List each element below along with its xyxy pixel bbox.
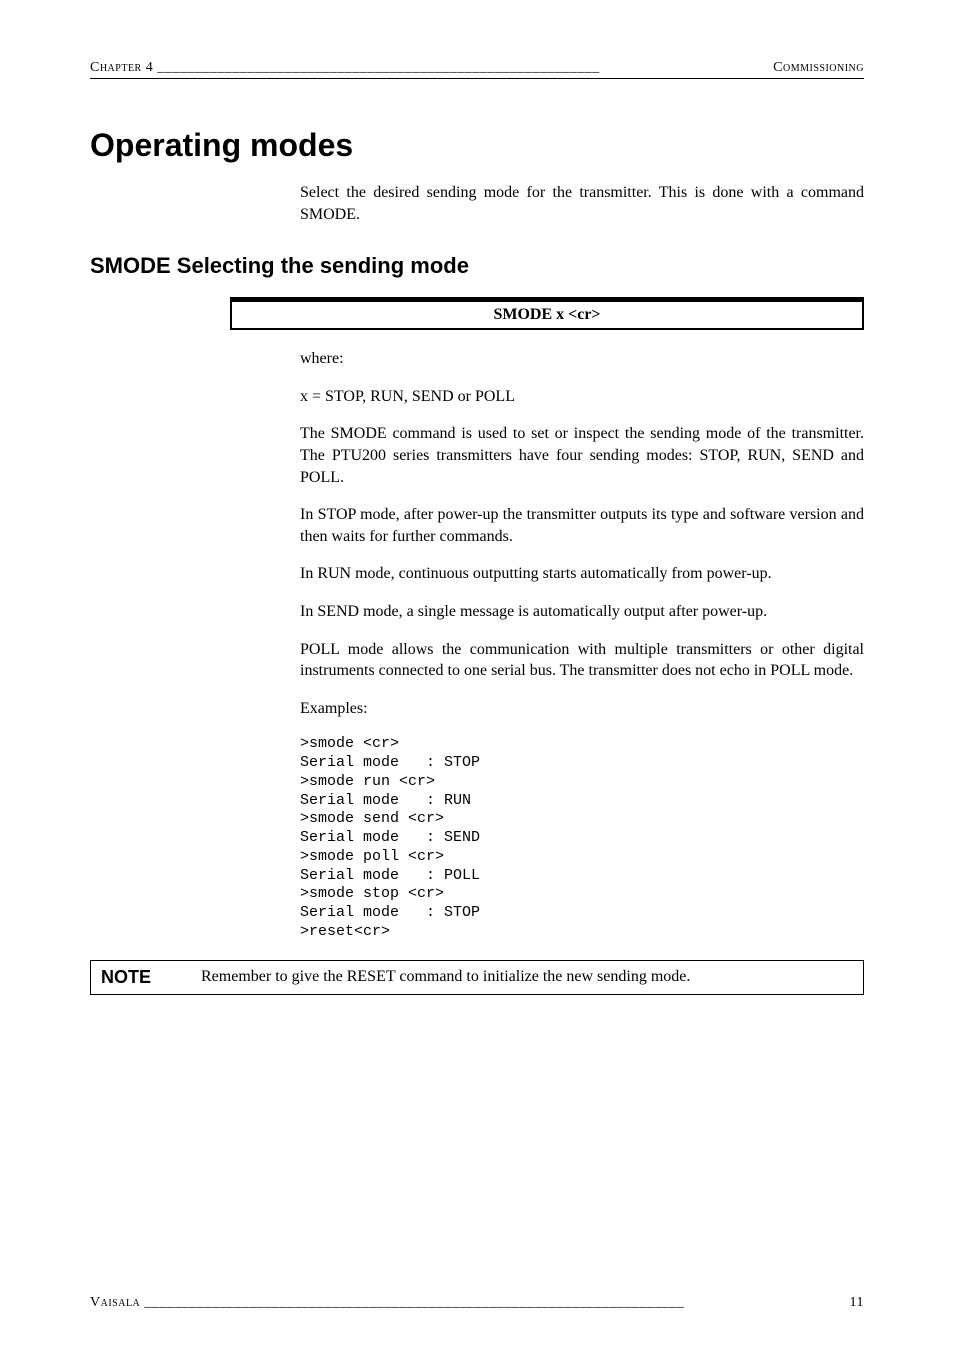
para-smode-desc: The SMODE command is used to set or insp… bbox=[300, 423, 864, 488]
code-example: >smode <cr> Serial mode : STOP >smode ru… bbox=[300, 735, 864, 941]
header-right: Commissioning bbox=[773, 60, 864, 76]
note-text: Remember to give the RESET command to in… bbox=[201, 967, 853, 988]
page-header: Chapter 4 ______________________________… bbox=[90, 60, 864, 79]
page: Chapter 4 ______________________________… bbox=[0, 0, 954, 1351]
footer-left: Vaisala ________________________________… bbox=[90, 1295, 684, 1311]
para-send-mode: In SEND mode, a single message is automa… bbox=[300, 601, 864, 623]
para-poll-mode: POLL mode allows the communication with … bbox=[300, 639, 864, 682]
para-run-mode: In RUN mode, continuous outputting start… bbox=[300, 563, 864, 585]
heading-operating-modes: Operating modes bbox=[90, 127, 864, 164]
header-left: Chapter 4 ______________________________… bbox=[90, 60, 600, 76]
heading-smode: SMODE Selecting the sending mode bbox=[90, 253, 864, 279]
where-line: x = STOP, RUN, SEND or POLL bbox=[300, 386, 864, 408]
intro-block: Select the desired sending mode for the … bbox=[300, 182, 864, 225]
where-label: where: bbox=[300, 348, 864, 370]
note-box: NOTE Remember to give the RESET command … bbox=[90, 960, 864, 995]
footer-page-number: 11 bbox=[850, 1295, 864, 1311]
page-footer: Vaisala ________________________________… bbox=[90, 1295, 864, 1311]
examples-label: Examples: bbox=[300, 698, 864, 720]
command-box: SMODE x <cr> bbox=[230, 297, 864, 330]
intro-paragraph: Select the desired sending mode for the … bbox=[300, 182, 864, 225]
body-column: where: x = STOP, RUN, SEND or POLL The S… bbox=[300, 348, 864, 941]
para-stop-mode: In STOP mode, after power-up the transmi… bbox=[300, 504, 864, 547]
note-label: NOTE bbox=[101, 967, 201, 988]
command-box-wrap: SMODE x <cr> bbox=[230, 297, 864, 330]
